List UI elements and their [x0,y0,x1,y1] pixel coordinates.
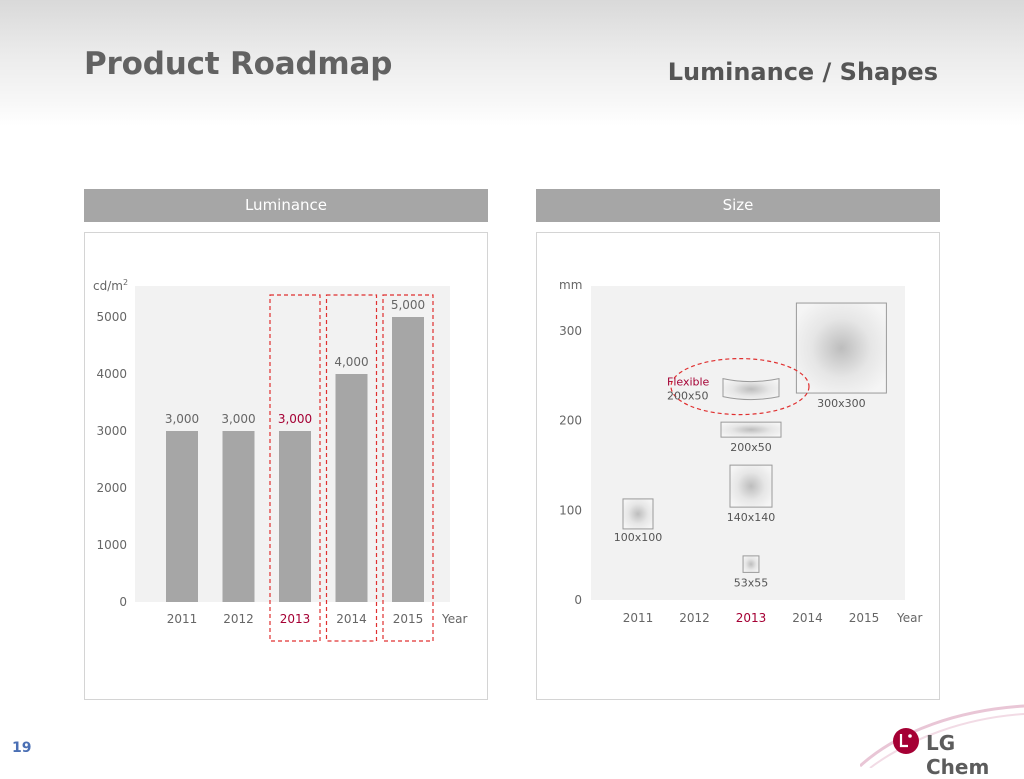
luminance-x-tick-2012: 2012 [223,612,254,626]
luminance-panel-header: Luminance [84,189,488,222]
luminance-panel-title: Luminance [244,196,328,214]
size-x-tick-2013: 2013 [736,611,767,625]
luminance-bar-2014 [335,374,368,602]
size-flexible-title: Flexible [667,376,710,389]
page-subtitle: Luminance / Shapes [667,58,938,86]
luminance-value-label-2013: 3,000 [278,412,312,426]
size-shape-53x55 [742,555,760,573]
logo-text: LG Chem [926,731,990,779]
luminance-y-axis-label: cd/m2 [93,278,128,293]
luminance-bar-2013 [279,431,311,602]
size-x-axis-label: Year [896,611,922,625]
lg-chem-logo [860,704,1024,768]
size-panel-title: Size [722,196,754,214]
luminance-value-label-2012: 3,000 [221,412,255,426]
luminance-x-axis-label: Year [441,612,467,626]
size-flexible-shape [722,377,780,401]
size-shape-label-200x50: 200x50 [730,441,772,454]
size-x-tick-2014: 2014 [792,611,823,625]
size-y-tick: 100 [559,503,582,517]
luminance-x-tick-2013: 2013 [280,612,311,626]
size-shape-100x100 [622,498,654,530]
luminance-bar-2011 [166,431,198,602]
size-shape-200x50 [720,421,782,438]
luminance-y-tick: 1000 [96,538,127,552]
size-shape-label-140x140: 140x140 [727,511,776,524]
luminance-y-tick: 0 [119,595,127,609]
luminance-value-label-2014: 4,000 [334,355,368,369]
size-y-axis-label: mm [559,278,582,292]
luminance-x-tick-2014: 2014 [336,612,367,626]
luminance-panel: cd/m2 0 1000 2000 3000 4000 5000 3,000 2011 3,000… [84,232,488,700]
luminance-highlight-box-2013 [269,294,321,642]
size-shape-label-300x300: 300x300 [817,397,866,410]
size-panel: mm 0 100 200 300 2011 2012 2013 2014 2015 Year 100x… [536,232,940,700]
size-y-tick: 200 [559,414,582,428]
size-shape-label-100x100: 100x100 [614,531,663,544]
luminance-y-tick: 5000 [96,310,127,324]
size-y-tick: 300 [559,324,582,338]
size-x-tick-2015: 2015 [849,611,880,625]
luminance-highlight-box-2015 [382,294,434,642]
header-band [0,0,1024,126]
luminance-chart: cd/m2 0 1000 2000 3000 4000 5000 3,000 2011 3,000… [93,278,467,642]
size-flexible-highlight-ellipse [670,357,810,416]
luminance-value-label-2011: 3,000 [165,412,199,426]
page-number: 19 [12,740,32,756]
page-title: Product Roadmap [84,46,393,82]
size-y-tick: 0 [574,593,582,607]
size-x-tick-2011: 2011 [623,611,654,625]
luminance-value-label-2015: 5,000 [391,298,425,312]
luminance-bar-2015 [392,317,424,602]
size-shape-300x300 [795,302,887,394]
luminance-highlight-box-2014 [325,294,378,642]
luminance-bar-2012 [222,431,255,602]
luminance-y-tick: 2000 [96,481,127,495]
luminance-y-tick: 3000 [96,424,127,438]
size-panel-header: Size [536,189,940,222]
lg-face-icon [893,728,919,754]
size-shape-140x140 [729,464,773,508]
size-shape-label-53x55: 53x55 [734,576,769,589]
size-flexible-label: 200x50 [667,390,709,403]
luminance-x-tick-2011: 2011 [167,612,198,626]
size-chart: mm 0 100 200 300 2011 2012 2013 2014 2015 Year 100x… [559,278,922,625]
luminance-x-tick-2015: 2015 [393,612,424,626]
luminance-y-tick: 4000 [96,367,127,381]
size-x-tick-2012: 2012 [679,611,710,625]
